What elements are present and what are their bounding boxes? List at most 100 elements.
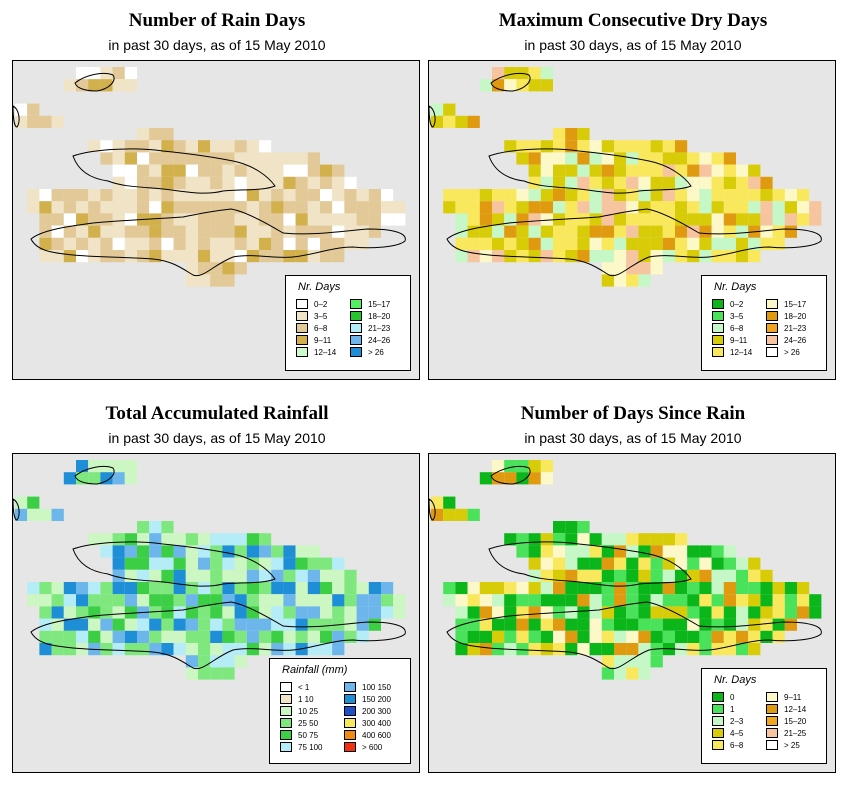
map-grid-cell [198, 201, 211, 214]
map-grid-cell [149, 128, 162, 141]
map-grid-cell [675, 630, 688, 643]
map-grid-cell [577, 533, 590, 546]
map-grid-cell [589, 643, 602, 656]
map-grid-cell [259, 545, 272, 558]
legend-swatch [280, 706, 292, 716]
map-grid-cell [553, 140, 566, 153]
map-grid-cell [100, 643, 113, 656]
map-grid-cell [332, 569, 345, 582]
map-grid-cell [760, 594, 773, 607]
map-grid-cell [173, 569, 186, 582]
map-grid-cell [137, 176, 150, 189]
map-grid-cell [51, 618, 64, 631]
map-grid-cell [577, 201, 590, 214]
map-grid-cell [124, 67, 137, 80]
map-grid-cell [368, 582, 381, 595]
map-grid-cell [614, 237, 627, 250]
map-grid-cell [528, 67, 541, 80]
map-grid-cell [736, 225, 749, 238]
map-grid-cell [504, 630, 517, 643]
map-grid-cell [638, 667, 651, 680]
map-grid-cell [626, 176, 639, 189]
map-grid-cell [577, 582, 590, 595]
map-grid-cell [124, 582, 137, 595]
map-grid-cell [455, 594, 468, 607]
map-grid-cell [222, 606, 235, 619]
map-grid-cell [307, 569, 320, 582]
map-grid-cell [344, 225, 357, 238]
map-grid-cell [626, 164, 639, 177]
map-grid-cell [173, 140, 186, 153]
map-grid-cell [601, 262, 614, 275]
map-grid-cell [246, 533, 259, 546]
legend-swatch [296, 311, 308, 321]
map-grid-cell [675, 152, 688, 165]
map-grid-cell [687, 606, 700, 619]
map-grid-cell [626, 618, 639, 631]
map-grid-cell [63, 237, 76, 250]
map-grid-cell [479, 618, 492, 631]
legend-item: 6–8 [296, 322, 327, 334]
map-grid-cell [479, 582, 492, 595]
map-grid-cell [161, 594, 174, 607]
map-grid-cell [381, 582, 394, 595]
map-grid-cell [797, 606, 810, 619]
map-grid-cell [356, 201, 369, 214]
map-grid-cell [431, 115, 444, 128]
map-grid-cell [100, 201, 113, 214]
map-grid-cell [614, 274, 627, 287]
map-grid-cell [173, 201, 186, 214]
legend-swatch [766, 299, 778, 309]
map-grid-cell [173, 594, 186, 607]
map-grid-cell [540, 250, 553, 263]
map-grid-cell [601, 569, 614, 582]
map-grid-cell [124, 176, 137, 189]
map-grid-cell [27, 496, 40, 509]
map-grid-cell [760, 201, 773, 214]
map-grid-cell [723, 176, 736, 189]
map-grid-cell [124, 472, 137, 485]
map-grid-cell [589, 213, 602, 226]
map-grid-cell [149, 569, 162, 582]
map-grid-cell [589, 569, 602, 582]
map-grid-cell [675, 618, 688, 631]
legend-item: 15–17 [350, 298, 390, 310]
map-grid-cell [528, 164, 541, 177]
map-grid-cell [51, 189, 64, 202]
map-grid-cell [198, 274, 211, 287]
map-grid-cell [27, 103, 40, 116]
legend-swatch [712, 311, 724, 321]
map-grid-cell [185, 582, 198, 595]
map-grid-cell [295, 176, 308, 189]
map-grid-cell [662, 237, 675, 250]
map-grid-cell [760, 569, 773, 582]
map-grid-cell [356, 618, 369, 631]
map-grid-cell [63, 643, 76, 656]
map-grid-cell [173, 618, 186, 631]
map-grid-cell [344, 618, 357, 631]
map-grid-cell [662, 545, 675, 558]
map-grid-cell [565, 545, 578, 558]
map-grid-cell [271, 201, 284, 214]
map-grid-cell [112, 472, 125, 485]
map-grid-cell [137, 582, 150, 595]
map-grid-cell [283, 606, 296, 619]
map-grid-cell [63, 630, 76, 643]
map-grid-cell [711, 618, 724, 631]
map-grid-cell [797, 582, 810, 595]
map-grid-cell [246, 152, 259, 165]
map-grid-cell [638, 140, 651, 153]
legend-label: 400 600 [362, 730, 391, 740]
map-grid-cell [149, 164, 162, 177]
legend-item: 50 75 [280, 729, 318, 741]
map-grid-cell [516, 618, 529, 631]
map-grid-cell [711, 189, 724, 202]
legend-swatch [350, 335, 362, 345]
map-grid-cell [356, 189, 369, 202]
map-grid-cell [222, 643, 235, 656]
legend-item: 3–5 [296, 310, 327, 322]
map-grid-cell [173, 250, 186, 263]
map-grid-cell [650, 164, 663, 177]
map-grid-cell [246, 582, 259, 595]
map-grid-cell [577, 521, 590, 534]
